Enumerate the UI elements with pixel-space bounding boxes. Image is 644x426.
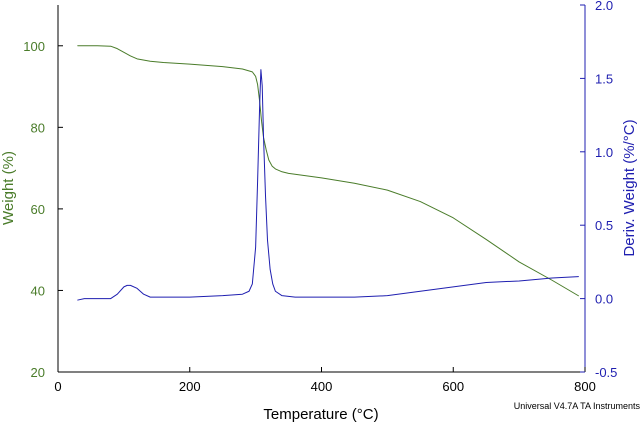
left-y-axis-ticks: 20 40 60 80 100: [23, 39, 63, 380]
weight-curve: [77, 45, 579, 297]
footer-note: Universal V4.7A TA Instruments: [514, 401, 641, 411]
right-y-axis-title: Deriv. Weight (%/°C): [621, 119, 638, 256]
left-y-tick-label: 100: [23, 39, 45, 54]
left-y-tick-label: 20: [31, 365, 45, 380]
right-y-tick-label: 1.0: [595, 145, 613, 160]
left-y-tick-label: 80: [31, 120, 45, 135]
right-y-axis-ticks: -0.5 0.0 0.5 1.0 1.5 2.0: [580, 0, 617, 380]
left-y-axis-title: Weight (%): [0, 151, 17, 225]
series-layer: [77, 45, 579, 301]
x-axis-title: Temperature (°C): [263, 406, 378, 423]
right-y-tick-label: 0.5: [595, 218, 613, 233]
x-tick-label: 400: [311, 379, 333, 394]
right-y-tick-label: 1.5: [595, 71, 613, 86]
x-axis-ticks: 0 200 400 600 800: [54, 367, 596, 394]
plot-frame: [57, 5, 586, 373]
x-tick-label: 800: [574, 379, 596, 394]
x-tick-label: 600: [442, 379, 464, 394]
right-y-tick-label: 2.0: [595, 0, 613, 13]
left-y-tick-label: 40: [31, 283, 45, 298]
right-y-tick-label: -0.5: [595, 365, 617, 380]
right-y-tick-label: 0.0: [595, 292, 613, 307]
deriv-weight-curve: [77, 69, 579, 301]
x-tick-label: 0: [54, 379, 61, 394]
left-y-tick-label: 60: [31, 202, 45, 217]
x-tick-label: 200: [179, 379, 201, 394]
